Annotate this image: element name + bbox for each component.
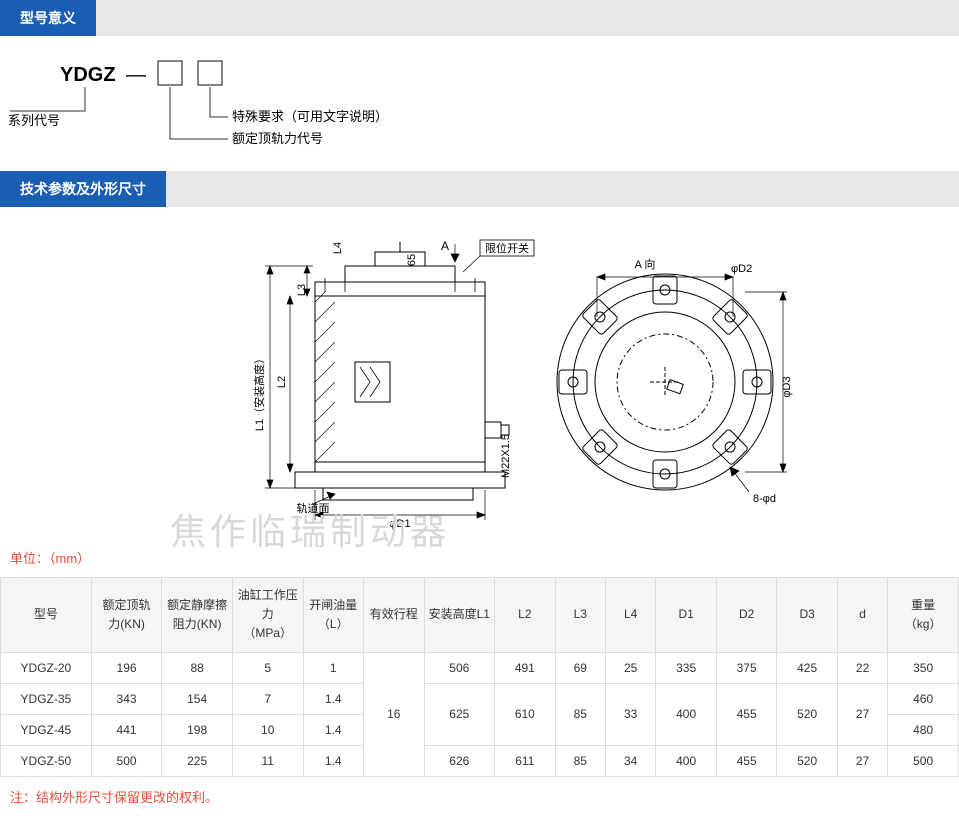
- cell: 10: [232, 714, 303, 745]
- cell: 7: [232, 683, 303, 714]
- cell: 1: [303, 652, 364, 683]
- svg-text:A: A: [441, 239, 449, 253]
- svg-text:特殊要求（可用文字说明）: 特殊要求（可用文字说明）: [232, 109, 388, 124]
- cell: 610: [495, 683, 556, 745]
- col-header: D1: [656, 578, 717, 653]
- svg-text:限位开关: 限位开关: [485, 241, 529, 255]
- cell: 460: [888, 683, 959, 714]
- cell: 69: [555, 652, 605, 683]
- model-naming-diagram: YDGZ — 系列代号 额定顶轨力代号 特殊要求（可用文字说明）: [0, 51, 959, 171]
- cell: 626: [424, 745, 495, 776]
- cell: 25: [605, 652, 655, 683]
- svg-text:M22X1.5: M22X1.5: [500, 434, 512, 478]
- cell: 611: [495, 745, 556, 776]
- cell: 88: [162, 652, 233, 683]
- col-header: D2: [716, 578, 777, 653]
- section-header-model: 型号意义: [0, 0, 959, 36]
- cell: 625: [424, 683, 495, 745]
- col-header: 型号: [1, 578, 92, 653]
- cell: YDGZ-45: [1, 714, 92, 745]
- col-header: 油缸工作压力（MPa）: [232, 578, 303, 653]
- cell: YDGZ-35: [1, 683, 92, 714]
- cell: 480: [888, 714, 959, 745]
- cell: 85: [555, 683, 605, 745]
- cell: 425: [777, 652, 838, 683]
- svg-text:系列代号: 系列代号: [8, 113, 60, 128]
- cell: 27: [837, 683, 887, 745]
- svg-text:—: —: [126, 64, 146, 86]
- cell: 85: [555, 745, 605, 776]
- cell: 1.4: [303, 745, 364, 776]
- section-title-tech: 技术参数及外形尺寸: [0, 171, 166, 207]
- cell: 16: [364, 652, 425, 776]
- svg-text:φD2: φD2: [731, 263, 752, 275]
- col-header: D3: [777, 578, 838, 653]
- col-header: 安装高度L1: [424, 578, 495, 653]
- section-header-tech: 技术参数及外形尺寸: [0, 171, 959, 207]
- cell: 1.4: [303, 683, 364, 714]
- svg-text:YDGZ: YDGZ: [60, 64, 116, 86]
- cell: 5: [232, 652, 303, 683]
- cell: 22: [837, 652, 887, 683]
- cell: 11: [232, 745, 303, 776]
- section-title-model: 型号意义: [0, 0, 96, 36]
- unit-label: 单位：（mm）: [0, 540, 959, 577]
- cell: 500: [888, 745, 959, 776]
- cell: 196: [91, 652, 162, 683]
- cell: 198: [162, 714, 233, 745]
- cell: 455: [716, 745, 777, 776]
- cell: 27: [837, 745, 887, 776]
- col-header: 开闸油量（L）: [303, 578, 364, 653]
- col-header: L2: [495, 578, 556, 653]
- cell: 335: [656, 652, 717, 683]
- col-header: L4: [605, 578, 655, 653]
- cell: 225: [162, 745, 233, 776]
- svg-text:L1（安装高度）: L1（安装高度）: [252, 353, 266, 431]
- col-header: 有效行程: [364, 578, 425, 653]
- cell: 455: [716, 683, 777, 745]
- cell: YDGZ-50: [1, 745, 92, 776]
- technical-drawing: L1（安装高度） L2 L3 L4 φD1 轨道面 65 M22X1.5 A: [0, 222, 959, 540]
- cell: 154: [162, 683, 233, 714]
- svg-text:额定顶轨力代号: 额定顶轨力代号: [232, 131, 323, 146]
- cell: 500: [91, 745, 162, 776]
- cell: 441: [91, 714, 162, 745]
- svg-text:A 向: A 向: [634, 257, 655, 271]
- col-header: 额定静摩擦阻力(KN): [162, 578, 233, 653]
- cell: 520: [777, 683, 838, 745]
- cell: 506: [424, 652, 495, 683]
- cell: 350: [888, 652, 959, 683]
- cell: 520: [777, 745, 838, 776]
- svg-text:L2: L2: [276, 376, 288, 388]
- col-header: 额定顶轨力(KN): [91, 578, 162, 653]
- cell: YDGZ-20: [1, 652, 92, 683]
- cell: 400: [656, 745, 717, 776]
- col-header: 重量（kg）: [888, 578, 959, 653]
- svg-text:65: 65: [406, 254, 418, 266]
- footnote: 注：结构外形尺寸保留更改的权利。: [0, 777, 959, 816]
- cell: 33: [605, 683, 655, 745]
- cell: 400: [656, 683, 717, 745]
- cell: 34: [605, 745, 655, 776]
- cell: 343: [91, 683, 162, 714]
- cell: 1.4: [303, 714, 364, 745]
- col-header: d: [837, 578, 887, 653]
- cell: 375: [716, 652, 777, 683]
- spec-table: 型号额定顶轨力(KN)额定静摩擦阻力(KN)油缸工作压力（MPa）开闸油量（L）…: [0, 577, 959, 777]
- cell: 491: [495, 652, 556, 683]
- svg-text:8-φd: 8-φd: [753, 493, 776, 505]
- col-header: L3: [555, 578, 605, 653]
- svg-text:L4: L4: [332, 242, 344, 254]
